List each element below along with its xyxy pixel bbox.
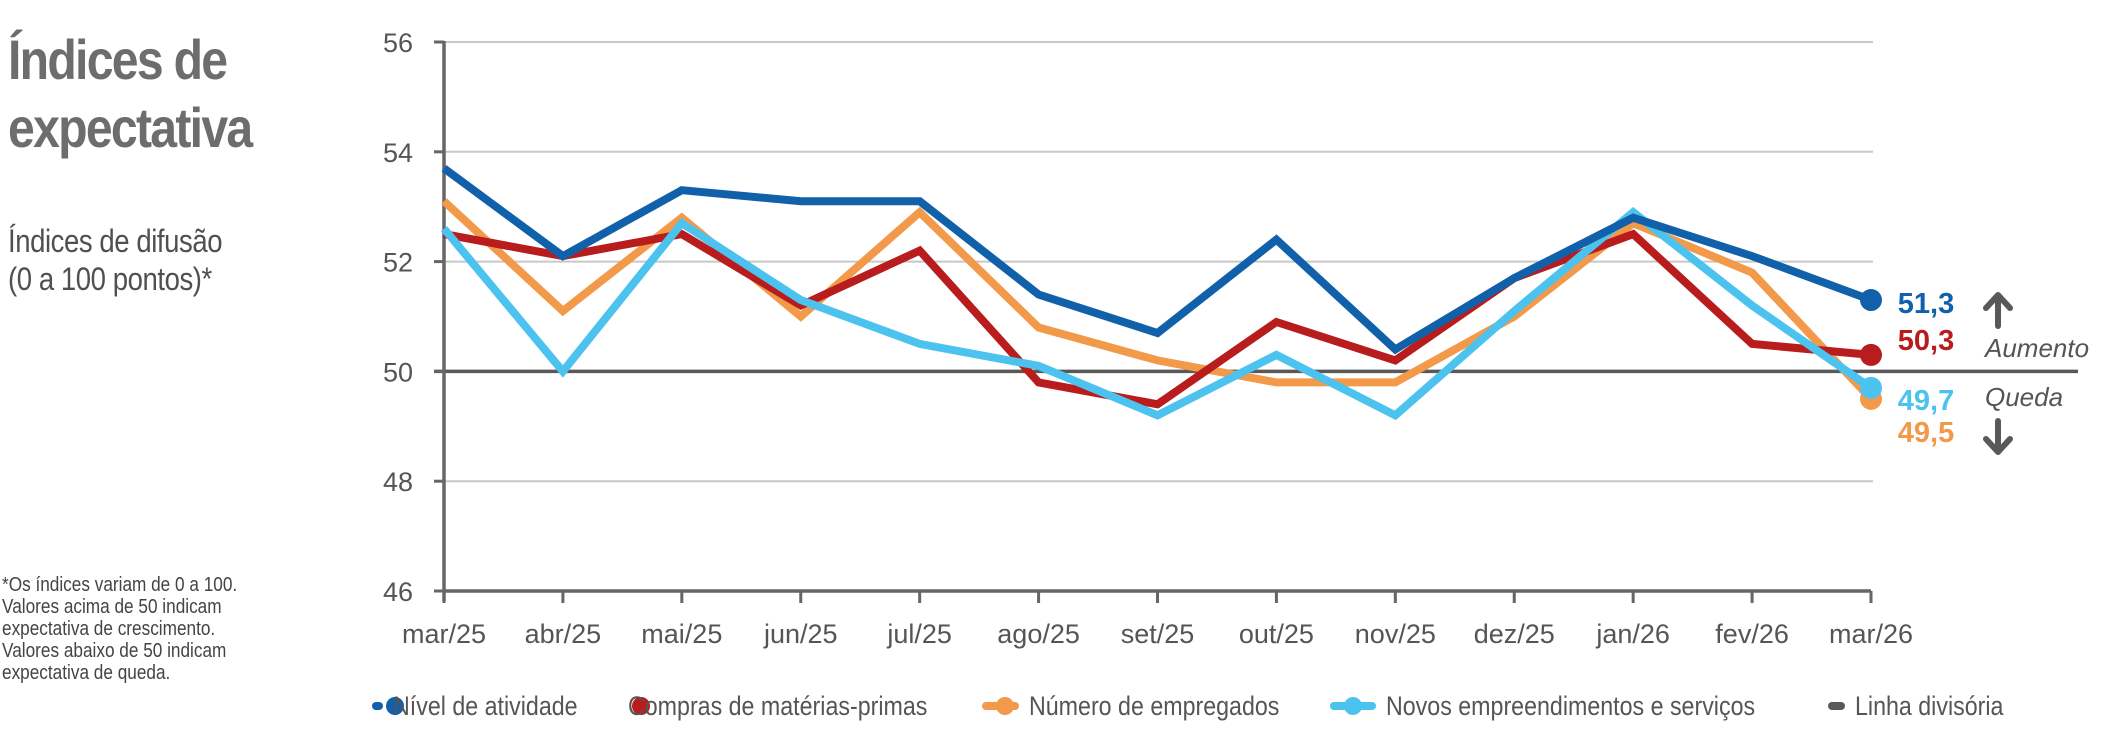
title-line: expectativa — [8, 96, 253, 159]
end-value-label-empregados: 49,5 — [1898, 417, 1954, 449]
legend-label: Linha divisória — [1855, 690, 2004, 721]
x-tick-label: dez/25 — [1474, 619, 1555, 649]
title-line: Índices de — [8, 28, 228, 91]
chart-subtitle: Índices de difusão (0 a 100 pontos)* — [8, 222, 223, 298]
page-title: Índices de expectativa — [8, 26, 253, 162]
subtitle-line: Índices de difusão — [8, 223, 223, 259]
legend-swatch-nivel — [372, 697, 404, 715]
x-tick-label: set/25 — [1121, 619, 1195, 649]
legend-item-nivel[interactable]: Nível de atividade — [372, 691, 608, 722]
end-value-labels: 51,3 50,3 49,549,7 — [1898, 288, 1954, 449]
legend-label: Compras de matérias-primas — [628, 690, 928, 721]
decrease-label: Queda — [1985, 382, 2063, 412]
legend-item-empregados[interactable]: Número de empregados — [982, 691, 1320, 722]
series-line-nivel — [441, 165, 1873, 355]
x-tick-label: ago/25 — [997, 619, 1080, 649]
legend-item-divisoria[interactable]: Linha divisória — [1828, 691, 2028, 722]
x-tick-label: out/25 — [1239, 619, 1314, 649]
x-tick-label: mar/26 — [1829, 619, 1913, 649]
data-point-nivel — [1860, 289, 1882, 312]
footnote-line: expectativa de queda. — [2, 662, 171, 684]
footnote: *Os índices variam de 0 a 100. Valores a… — [2, 574, 237, 684]
y-tick-label: 48 — [383, 467, 413, 497]
direction-annotations: Aumento Queda — [1983, 292, 2089, 455]
legend-item-compras[interactable]: Compras de matérias-primas — [618, 691, 972, 722]
end-value-label-compras: 50,3 — [1898, 325, 1954, 357]
footnote-line: *Os índices variam de 0 a 100. — [2, 574, 238, 596]
series-line-novos — [440, 207, 1874, 421]
legend-label: Novos empreendimentos e serviços — [1386, 690, 1756, 721]
x-tick-label: fev/26 — [1715, 619, 1789, 649]
series-line-compras — [443, 229, 1872, 409]
end-value-label-nivel: 51,3 — [1898, 288, 1954, 320]
subtitle-line: (0 a 100 pontos)* — [8, 261, 212, 297]
x-tick-label: mai/25 — [641, 619, 722, 649]
increase-label: Aumento — [1983, 333, 2089, 363]
footnote-line: expectativa de crescimento. — [2, 618, 216, 640]
end-value-label-novos: 49,7 — [1898, 385, 1954, 417]
data-point-compras — [1860, 343, 1882, 366]
y-tick-label: 56 — [383, 28, 413, 58]
series-line-empregados — [441, 198, 1874, 402]
axes: 46 48 50 52 54 56 mar/25 abr/25 mai/25 jun/25 jul/… — [383, 28, 1913, 649]
legend-swatch-divisoria — [1828, 702, 1846, 710]
gridlines — [444, 41, 1873, 483]
chart-legend: Nível de atividade Compras de matérias-p… — [372, 686, 2038, 726]
arrow-up-icon — [1983, 292, 2013, 329]
y-tick-label: 54 — [383, 138, 413, 168]
legend-swatch-novos — [1330, 697, 1376, 715]
x-tick-label: jan/26 — [1595, 619, 1670, 649]
y-tick-label: 52 — [383, 248, 413, 278]
x-tick-label: jul/25 — [886, 619, 952, 649]
y-tick-label: 46 — [383, 577, 413, 607]
x-tick-label: jun/25 — [763, 619, 838, 649]
x-tick-label: nov/25 — [1355, 619, 1436, 649]
y-tick-label: 50 — [383, 357, 413, 387]
legend-label: Número de empregados — [1028, 690, 1280, 721]
series-lines — [440, 165, 1882, 421]
data-point-novos — [1860, 376, 1882, 399]
x-tick-label: abr/25 — [525, 619, 602, 649]
legend-item-novos[interactable]: Novos empreendimentos e serviços — [1330, 691, 1818, 722]
footnote-line: Valores acima de 50 indicam — [2, 596, 222, 618]
x-tick-label: mar/25 — [402, 619, 486, 649]
footnote-line: Valores abaixo de 50 indicam — [2, 640, 227, 662]
arrow-down-icon — [1983, 418, 2013, 455]
legend-label: Nível de atividade — [393, 690, 578, 721]
legend-swatch-empregados — [982, 697, 1019, 715]
